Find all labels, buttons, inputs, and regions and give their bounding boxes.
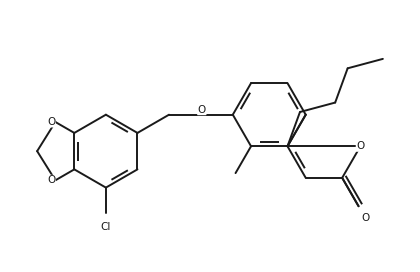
Text: O: O	[361, 213, 369, 222]
Text: O: O	[47, 175, 55, 185]
Text: O: O	[47, 117, 55, 127]
Text: O: O	[198, 105, 206, 115]
Text: Cl: Cl	[101, 222, 111, 232]
Text: O: O	[356, 141, 365, 151]
